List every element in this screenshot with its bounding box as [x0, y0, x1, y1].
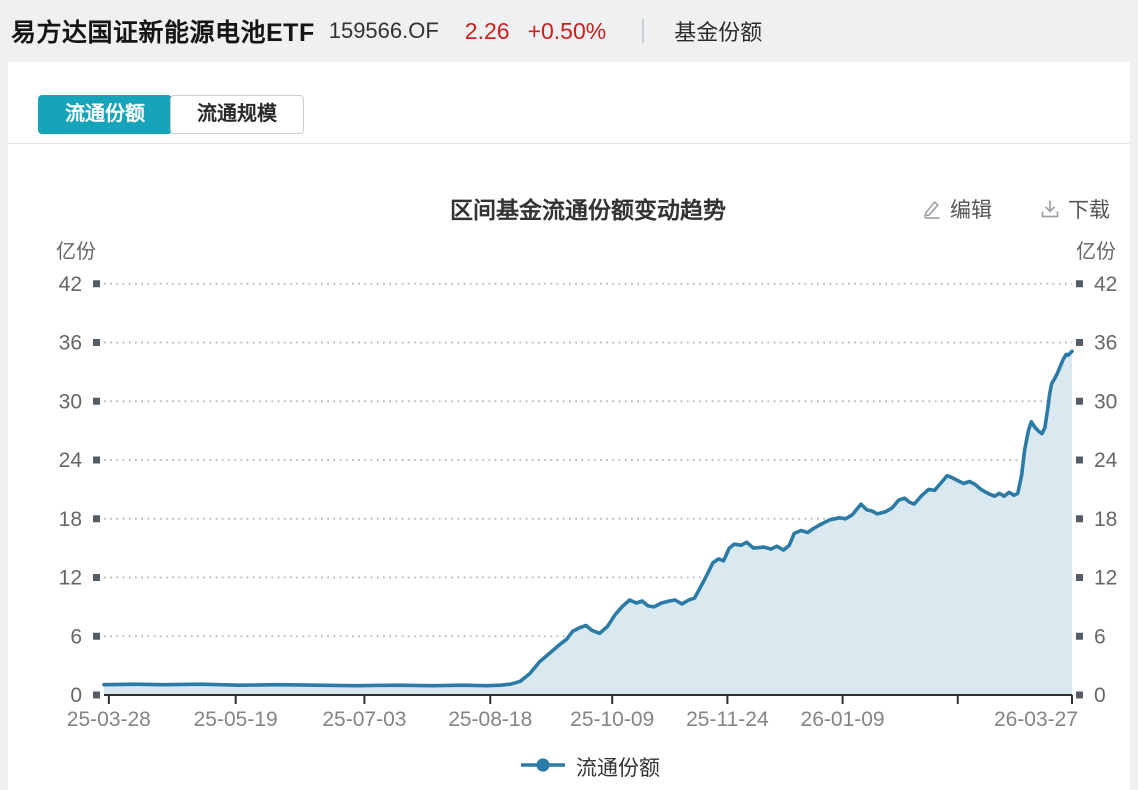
y-axis-label-right: 0	[1094, 684, 1106, 707]
y-tick-square-right	[1076, 280, 1083, 288]
y-tick-square-left	[93, 280, 100, 288]
content-panel: 流通份额 流通规模 区间基金流通份额变动趋势 编辑	[8, 62, 1130, 790]
y-tick-square-left	[93, 515, 100, 523]
x-axis-label: 25-11-24	[686, 708, 769, 731]
legend-item-shares[interactable]: 流通份额	[520, 752, 660, 782]
x-axis-label: 25-08-18	[448, 708, 532, 731]
chart-toolbar: 编辑 下载	[922, 194, 1110, 224]
x-axis-label: 25-07-03	[322, 708, 406, 731]
legend-line-dot-icon	[520, 757, 566, 778]
edit-button[interactable]: 编辑	[922, 194, 992, 224]
y-axis-label-left: 30	[59, 390, 82, 413]
x-axis-label: 26-03-27	[994, 708, 1078, 731]
chart-title: 区间基金流通份额变动趋势	[450, 197, 726, 223]
fund-code: 159566.OF	[328, 18, 439, 43]
series-area-fill	[104, 351, 1072, 695]
y-axis-label-left: 24	[59, 449, 83, 472]
x-axis-label: 26-01-09	[801, 708, 885, 731]
y-axis-label-right: 18	[1094, 508, 1117, 531]
y-tick-square-left	[93, 397, 100, 405]
y-tick-square-left	[93, 456, 100, 464]
y-tick-square-right	[1076, 515, 1083, 523]
fund-name: 易方达国证新能源电池ETF	[11, 19, 315, 47]
y-axis-label-right: 12	[1094, 567, 1117, 590]
y-tick-square-right	[1076, 632, 1083, 640]
y-tick-square-right	[1076, 339, 1083, 346]
y-axis-label-right: 30	[1094, 390, 1117, 413]
y-axis-label-left: 36	[59, 332, 82, 355]
y-axis-label-right: 6	[1094, 625, 1106, 648]
download-button-label: 下载	[1068, 199, 1110, 222]
series-line	[102, 349, 1074, 688]
x-axis-label: 25-05-19	[194, 708, 278, 731]
y-tick-square-right	[1076, 456, 1083, 464]
y-tick-square-right	[1076, 397, 1083, 405]
tab-bar: 流通份额 流通规模	[8, 62, 1130, 134]
y-tick-square-left	[93, 339, 100, 346]
y-unit-left: 亿份	[56, 240, 96, 263]
y-axis-label-left: 12	[59, 567, 82, 590]
y-axis-label-left: 6	[70, 625, 82, 648]
header-divider	[642, 19, 645, 43]
y-axis-label-right: 24	[1094, 449, 1118, 472]
y-tick-square-left	[93, 632, 100, 640]
fund-change-percent: +0.50%	[527, 17, 607, 44]
y-unit-right: 亿份	[1076, 240, 1116, 263]
y-axis-label-right: 42	[1094, 273, 1117, 296]
trend-chart[interactable]: 0 0 6 6 12 12 18 18 24 24 30 30 36 36 42 42 亿份 亿份 25-03-28…	[0, 144, 1138, 790]
tab-divider-line	[8, 143, 1130, 144]
y-axis-label-left: 18	[59, 508, 82, 531]
pencil-icon	[922, 199, 942, 219]
section-label: 基金份额	[674, 20, 763, 45]
y-tick-square-right	[1076, 691, 1083, 699]
tab-circulating-shares[interactable]: 流通份额	[38, 95, 172, 134]
edit-button-label: 编辑	[950, 199, 992, 222]
x-axis-label: 25-10-09	[570, 708, 654, 731]
y-axis-label-left: 0	[70, 684, 82, 707]
download-icon	[1040, 199, 1060, 219]
y-tick-square-left	[93, 691, 100, 699]
fund-price: 2.26	[464, 17, 510, 44]
y-tick-square-right	[1076, 574, 1083, 581]
y-tick-square-left	[93, 574, 100, 581]
legend-label: 流通份额	[576, 757, 660, 780]
tab-circulating-scale[interactable]: 流通规模	[170, 95, 304, 134]
chart-area: 区间基金流通份额变动趋势 编辑	[8, 144, 1130, 790]
y-axis-label-left: 42	[59, 273, 82, 296]
quote-header: 易方达国证新能源电池ETF 159566.OF 2.26 +0.50% 基金份额	[0, 0, 1138, 62]
x-axis-label: 25-03-28	[67, 708, 151, 731]
download-button[interactable]: 下载	[1040, 194, 1110, 224]
y-axis-label-right: 36	[1094, 332, 1117, 355]
